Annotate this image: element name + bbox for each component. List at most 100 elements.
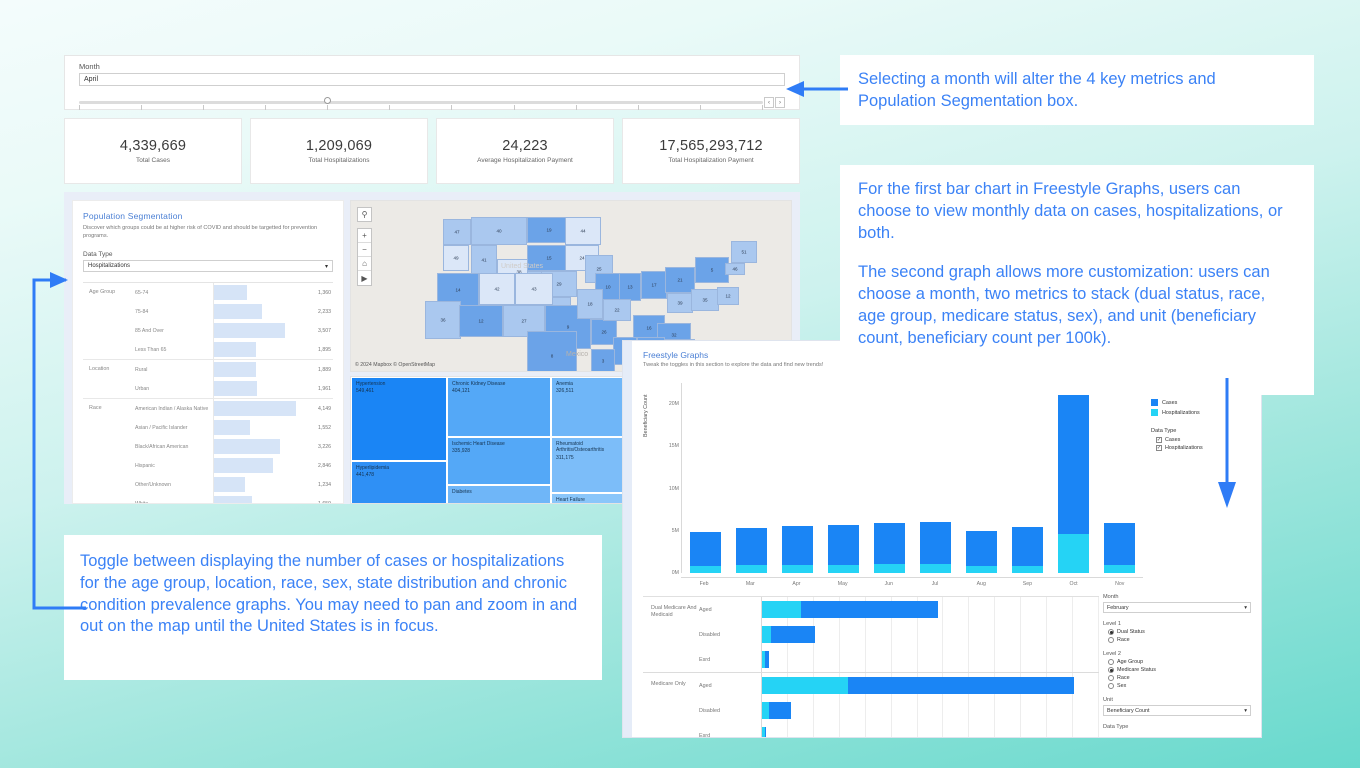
month-dropdown[interactable]: February ▾ bbox=[1103, 602, 1251, 613]
table-row[interactable]: White 1,659 bbox=[135, 494, 333, 503]
bar-row[interactable]: Aged bbox=[699, 597, 1099, 622]
map-state[interactable] bbox=[577, 289, 603, 319]
bar-column[interactable] bbox=[735, 383, 767, 573]
bar-column[interactable] bbox=[1058, 383, 1090, 573]
map-state[interactable] bbox=[665, 267, 695, 293]
table-row[interactable]: Other/Unknown 1,234 bbox=[135, 475, 333, 495]
checkbox-hospitalizations[interactable]: ✓ Hospitalizations bbox=[1156, 445, 1251, 451]
table-row[interactable]: Urban 1,961 bbox=[135, 379, 333, 399]
map-state[interactable] bbox=[731, 241, 757, 263]
treemap-tile[interactable]: Hypertension 549,461 bbox=[351, 377, 447, 461]
map-state[interactable] bbox=[503, 305, 545, 337]
treemap-tile[interactable]: Heart Failure bbox=[551, 493, 627, 503]
table-row[interactable]: Hispanic 2,846 bbox=[135, 456, 333, 476]
bar-column[interactable] bbox=[920, 383, 952, 573]
level1-control[interactable]: Level 1 Dual Status Race bbox=[1103, 621, 1251, 643]
zoom-out-icon[interactable]: − bbox=[358, 243, 371, 257]
map-state-rank: 35 bbox=[702, 297, 708, 303]
slider-nav[interactable]: ‹ › bbox=[764, 97, 785, 108]
treemap-tile[interactable]: Anemia 326,511 bbox=[551, 377, 627, 437]
month-slider[interactable]: ‹ › bbox=[79, 94, 785, 112]
radio-age-group[interactable]: Age Group bbox=[1108, 659, 1251, 665]
table-row[interactable]: Less Than 65 1,895 bbox=[135, 340, 333, 360]
map-state[interactable] bbox=[527, 331, 577, 371]
map-state[interactable] bbox=[471, 217, 527, 245]
bar-column[interactable] bbox=[1104, 383, 1136, 573]
slider-track[interactable] bbox=[79, 101, 763, 104]
radio-sex[interactable]: Sex bbox=[1108, 683, 1251, 689]
level2-control[interactable]: Level 2 Age Group Medicare Status Race S… bbox=[1103, 651, 1251, 689]
map-state[interactable] bbox=[717, 287, 739, 305]
checkbox-icon[interactable]: ✓ bbox=[1156, 444, 1162, 451]
bar-column[interactable] bbox=[827, 383, 859, 573]
table-row[interactable]: 85 And Over 3,507 bbox=[135, 321, 333, 341]
map-state-rank: 18 bbox=[587, 301, 593, 307]
data-type-dropdown[interactable]: Hospitalizations ▾ bbox=[83, 260, 333, 273]
bar-row[interactable]: Esrd bbox=[699, 723, 1099, 737]
bar-column[interactable] bbox=[966, 383, 998, 573]
map-state[interactable] bbox=[459, 305, 503, 337]
treemap-tile[interactable]: Diabetes bbox=[447, 485, 551, 503]
table-row[interactable]: Asian / Pacific Islander 1,552 bbox=[135, 418, 333, 438]
radio-dual-status[interactable]: Dual Status bbox=[1108, 629, 1251, 635]
data-type-control[interactable]: Data Type bbox=[1103, 724, 1251, 730]
map-state[interactable] bbox=[641, 271, 667, 299]
table-row[interactable]: 65-74 1,360 bbox=[135, 283, 333, 303]
map-controls[interactable]: ⚲ + − ⌂ ▶ bbox=[357, 207, 372, 286]
unit-dropdown[interactable]: Beneficiary Count ▾ bbox=[1103, 705, 1251, 716]
treemap-tile[interactable]: Chronic Kidney Disease 404,121 bbox=[447, 377, 551, 437]
table-row[interactable]: Black/African American 3,226 bbox=[135, 437, 333, 457]
map-state[interactable] bbox=[565, 217, 601, 245]
radio-icon[interactable] bbox=[1108, 683, 1114, 689]
radio-icon[interactable] bbox=[1108, 629, 1114, 635]
radio-icon[interactable] bbox=[1108, 637, 1114, 643]
slider-next-button[interactable]: › bbox=[775, 97, 785, 108]
map-state[interactable] bbox=[527, 217, 571, 243]
unit-control[interactable]: Unit Beneficiary Count ▾ bbox=[1103, 697, 1251, 716]
segmentation-rows: Rural 1,889 Urban 1,961 bbox=[135, 360, 333, 399]
home-icon[interactable]: ⌂ bbox=[358, 257, 371, 271]
bar-column[interactable] bbox=[689, 383, 721, 573]
freestyle-controls[interactable]: Month February ▾ Level 1 Dual Status Rac… bbox=[1103, 594, 1251, 732]
bar-column[interactable] bbox=[1012, 383, 1044, 573]
radio-icon[interactable] bbox=[1108, 675, 1114, 681]
bar-row[interactable]: Disabled bbox=[699, 622, 1099, 647]
month-slicer[interactable]: Month April ‹ › bbox=[64, 55, 800, 110]
slider-prev-button[interactable]: ‹ bbox=[764, 97, 774, 108]
kpi-label: Total Hospitalizations bbox=[308, 157, 370, 164]
map-state[interactable] bbox=[591, 349, 615, 371]
map-state[interactable] bbox=[479, 273, 515, 305]
slider-handle[interactable] bbox=[324, 97, 331, 104]
search-icon[interactable]: ⚲ bbox=[357, 207, 372, 222]
treemap-tile[interactable]: Rheumatoid Arthritis/Osteoarthritis 311,1… bbox=[551, 437, 627, 493]
play-icon[interactable]: ▶ bbox=[361, 273, 368, 283]
map-state[interactable] bbox=[443, 245, 469, 271]
bar-row[interactable]: Aged bbox=[699, 673, 1099, 698]
radio-icon[interactable] bbox=[1108, 659, 1114, 665]
map-state[interactable] bbox=[591, 319, 617, 345]
zoom-in-icon[interactable]: + bbox=[358, 229, 371, 243]
map-state[interactable] bbox=[443, 219, 471, 245]
radio-medicare-status[interactable]: Medicare Status bbox=[1108, 667, 1251, 673]
bar-column[interactable] bbox=[781, 383, 813, 573]
checkbox-icon[interactable]: ✓ bbox=[1156, 436, 1162, 443]
map-state[interactable] bbox=[425, 301, 461, 339]
table-row[interactable]: 75-84 2,233 bbox=[135, 302, 333, 322]
month-slicer-value[interactable]: April bbox=[79, 73, 785, 86]
radio-race-level2[interactable]: Race bbox=[1108, 675, 1251, 681]
map-state[interactable] bbox=[603, 299, 631, 321]
bar-row[interactable]: Disabled bbox=[699, 698, 1099, 723]
table-row[interactable]: American Indian / Alaska Native 4,149 bbox=[135, 399, 333, 419]
bar-column[interactable] bbox=[873, 383, 905, 573]
treemap-tile[interactable]: Hyperlipidemia 441,478 bbox=[351, 461, 447, 503]
treemap-tile[interactable]: Ischemic Heart Disease 335,928 bbox=[447, 437, 551, 485]
treemap-tile-name: Anemia bbox=[556, 381, 573, 387]
checkbox-cases[interactable]: ✓ Cases bbox=[1156, 437, 1251, 443]
bar-row[interactable]: Esrd bbox=[699, 647, 1099, 672]
radio-race-level1[interactable]: Race bbox=[1108, 637, 1251, 643]
map-state[interactable] bbox=[725, 263, 745, 275]
radio-icon[interactable] bbox=[1108, 667, 1114, 673]
table-row[interactable]: Rural 1,889 bbox=[135, 360, 333, 380]
map-state[interactable] bbox=[515, 273, 553, 305]
map-zoom-stack[interactable]: + − ⌂ ▶ bbox=[357, 228, 372, 286]
